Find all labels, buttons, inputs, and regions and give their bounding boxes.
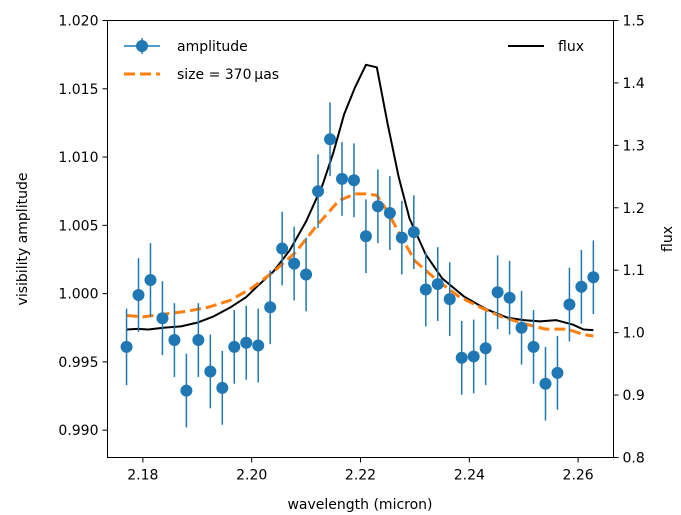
x-tick-label: 2.20 — [236, 468, 267, 484]
y-axis-label: visibility amplitude — [15, 173, 31, 306]
amplitude-point — [431, 278, 444, 291]
y-tick-label: 1.010 — [58, 150, 98, 166]
amplitude-point — [587, 271, 600, 284]
flux-line — [126, 63, 594, 332]
amplitude-point — [515, 321, 528, 334]
amplitude-point — [312, 185, 325, 198]
amplitude-point — [132, 288, 145, 301]
legend-model-label: size = 370 μas — [177, 67, 279, 83]
amplitude-point — [419, 283, 432, 296]
amplitude-point — [383, 207, 396, 220]
flux-line-layer — [126, 63, 594, 332]
amplitude-point — [359, 230, 372, 243]
x-tick-label: 2.26 — [563, 468, 594, 484]
y-tick-label: 0.995 — [58, 355, 98, 371]
y2-tick-label: 1.0 — [623, 326, 645, 342]
amplitude-point — [479, 342, 492, 355]
amplitude-point — [455, 351, 468, 364]
amplitude-point — [156, 312, 169, 325]
y2-tick-label: 0.8 — [623, 451, 645, 467]
y2-tick-label: 1.4 — [623, 76, 645, 92]
amplitude-point — [228, 340, 241, 353]
y2-tick-label: 1.2 — [623, 201, 645, 217]
legend-left: amplitude size = 370 μas — [124, 38, 279, 83]
amplitude-point — [180, 384, 193, 397]
y2-tick-label: 1.3 — [623, 138, 645, 154]
y-axis-right: 0.8 0.9 1.0 1.1 1.2 1.3 1.4 1.5 — [613, 14, 645, 467]
legend-amplitude-marker — [136, 40, 148, 52]
amplitude-point — [204, 365, 217, 378]
amplitude-point — [527, 340, 540, 353]
amplitude-point — [288, 257, 301, 270]
x-axis: 2.18 2.20 2.22 2.24 2.26 — [127, 457, 594, 484]
amplitude-point — [276, 242, 289, 255]
amplitude-point — [120, 340, 133, 353]
amplitude-point — [324, 133, 337, 146]
amplitude-points-layer — [120, 102, 600, 428]
y-tick-label: 1.015 — [58, 82, 98, 98]
amplitude-point — [575, 280, 588, 293]
amplitude-point — [168, 334, 181, 347]
y2-tick-label: 1.5 — [623, 14, 645, 30]
y-axis-left: 0.990 0.995 1.000 1.005 1.010 1.015 1.020 — [58, 14, 108, 439]
y2-axis-label: flux — [660, 226, 676, 252]
amplitude-point — [563, 298, 576, 311]
amplitude-point — [467, 350, 480, 363]
legend-amplitude-label: amplitude — [177, 39, 248, 55]
amplitude-point — [240, 336, 253, 349]
amplitude-point — [264, 301, 277, 314]
y2-tick-label: 0.9 — [623, 388, 645, 404]
x-tick-label: 2.24 — [454, 468, 485, 484]
y-tick-label: 1.020 — [58, 14, 98, 30]
amplitude-point — [347, 174, 360, 187]
amplitude-point — [192, 334, 205, 347]
amplitude-point — [443, 293, 456, 306]
amplitude-point — [407, 226, 420, 239]
amplitude-point — [539, 377, 552, 390]
amplitude-point — [371, 200, 384, 213]
legend-flux-label: flux — [558, 39, 584, 55]
x-tick-label: 2.22 — [345, 468, 376, 484]
model-line — [126, 192, 594, 338]
amplitude-point — [144, 273, 157, 286]
y2-tick-label: 1.1 — [623, 263, 645, 279]
x-axis-label: wavelength (micron) — [287, 497, 432, 513]
amplitude-point — [336, 172, 349, 185]
y-tick-label: 1.000 — [58, 287, 98, 303]
amplitude-point — [503, 291, 516, 304]
y-tick-label: 1.005 — [58, 218, 98, 234]
amplitude-point — [300, 268, 313, 281]
amplitude-point — [252, 339, 265, 352]
amplitude-point — [551, 366, 564, 379]
legend-right: flux — [508, 39, 584, 55]
amplitude-point — [395, 231, 408, 244]
amplitude-point — [216, 381, 229, 394]
y-tick-label: 0.990 — [58, 423, 98, 439]
x-tick-label: 2.18 — [127, 468, 158, 484]
amplitude-point — [491, 286, 504, 299]
model-line-layer — [126, 192, 594, 338]
